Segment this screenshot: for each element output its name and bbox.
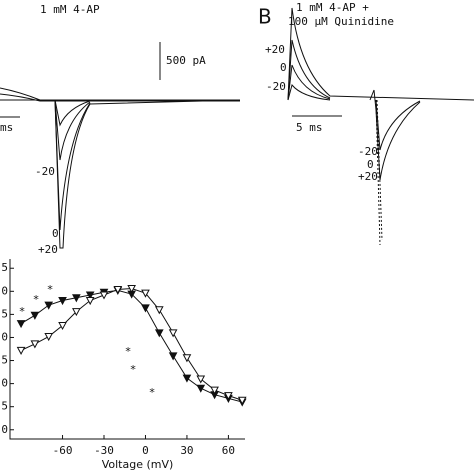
scale-label: 5 ms (296, 121, 323, 134)
trace-label: -20 (266, 80, 286, 93)
y-tick-label: 5 (1, 400, 8, 413)
x-tick-label: -30 (94, 444, 114, 457)
marker (182, 354, 192, 363)
marker (154, 306, 164, 315)
trace (287, 64, 331, 101)
trace-label: 0 (280, 61, 287, 74)
axes (9, 259, 245, 440)
trace (54, 99, 91, 231)
x-tick-label: 0 (142, 444, 149, 457)
marker (168, 329, 178, 338)
trace (287, 39, 331, 101)
marker (58, 297, 67, 306)
trace (54, 99, 91, 127)
trace-label: -20 (358, 145, 378, 158)
condition-label: 100 μM Quinidine (288, 15, 394, 28)
marker (16, 346, 26, 355)
marker (85, 297, 95, 306)
trace (369, 89, 421, 181)
marker (154, 329, 164, 338)
marker (224, 392, 233, 401)
marker (127, 285, 136, 294)
y-tick-label: 5 (1, 261, 8, 274)
marker (99, 291, 109, 300)
trace (287, 83, 331, 101)
trace (375, 99, 421, 151)
panel-letter: B (258, 5, 272, 29)
condition-label: 1 mM 4-AP (40, 3, 100, 16)
marker (237, 396, 247, 405)
marker (16, 320, 26, 329)
x-axis-label: Voltage (mV) (102, 458, 174, 471)
annotation: * (130, 363, 137, 376)
marker (182, 374, 192, 383)
trace-label: +20 (358, 170, 378, 183)
trace (54, 99, 91, 161)
y-tick-label: 0 (1, 423, 8, 436)
x-tick-label: 30 (180, 444, 193, 457)
marker (30, 340, 40, 349)
marker (210, 386, 219, 395)
marker (196, 384, 206, 393)
marker (30, 311, 40, 320)
trace-label: 0 (52, 227, 59, 240)
trace (375, 99, 383, 246)
marker (72, 308, 81, 317)
trace (0, 99, 241, 249)
marker (85, 291, 95, 300)
marker (44, 301, 54, 310)
y-tick-label: 0 (1, 330, 8, 343)
x-tick-label: -60 (53, 444, 73, 457)
y-tick-label: 0 (1, 284, 8, 297)
y-tick-label: 5 (1, 354, 8, 367)
annotation: * (149, 386, 156, 399)
trace-label: +20 (265, 43, 285, 56)
marker (168, 352, 178, 361)
trace-label: +20 (38, 243, 58, 256)
series-line (20, 288, 243, 401)
trace (0, 93, 240, 102)
annotation: * (33, 293, 40, 306)
annotation: * (47, 283, 54, 296)
y-tick-label: 0 (1, 377, 8, 390)
annotation: * (19, 305, 26, 318)
marker (141, 304, 150, 313)
y-tick-label: 5 (1, 307, 8, 320)
annotation: * (125, 345, 132, 358)
trace (287, 7, 474, 101)
marker (141, 289, 150, 298)
marker (44, 333, 54, 342)
scale-label: ms (0, 121, 13, 134)
x-tick-label: 60 (222, 444, 235, 457)
condition-label: 1 mM 4-AP + (296, 1, 369, 14)
trace-label: 0 (367, 158, 374, 171)
marker (58, 321, 67, 331)
marker (196, 375, 206, 384)
scale-label: 500 pA (166, 54, 206, 67)
marker (72, 294, 81, 303)
trace-label: -20 (35, 165, 55, 178)
trace (0, 87, 240, 101)
marker (113, 285, 123, 295)
